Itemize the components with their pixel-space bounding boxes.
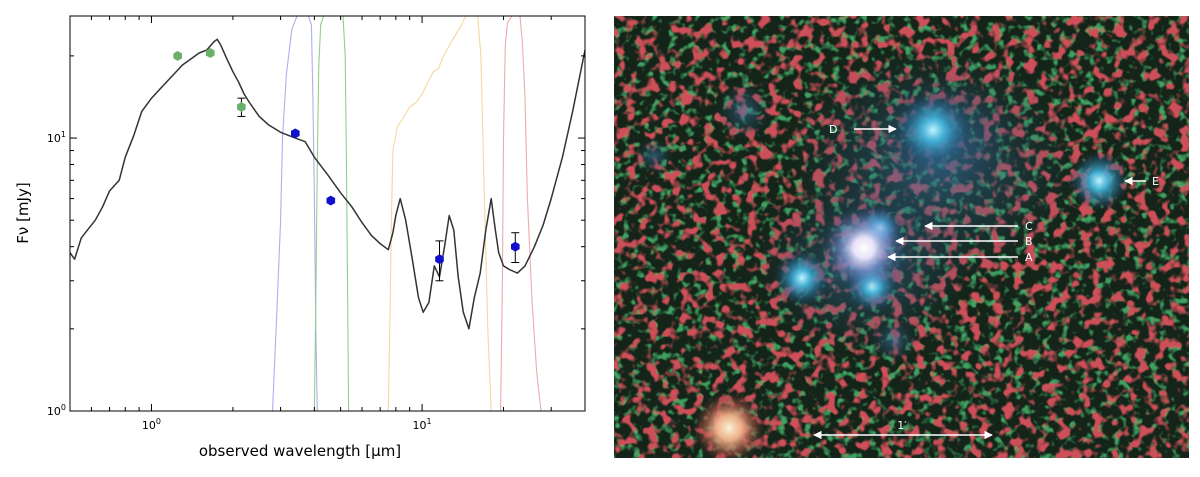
faint-source [716, 81, 772, 141]
label-a: A [1025, 251, 1033, 264]
sky-image: D E C B A 1′ [614, 16, 1189, 464]
filter-curve-w3 [387, 16, 492, 411]
tick-label: 100 [142, 417, 161, 432]
photometry-point [510, 241, 520, 252]
filter-curve-w4 [500, 16, 542, 411]
plot-frame [69, 15, 586, 412]
faint-source [869, 319, 919, 363]
filter-curve-w1 [271, 16, 318, 411]
sed-plot-svg: 100 101 100 101 observed wavelength [μm] Fν… [14, 15, 586, 460]
photometry-point [326, 195, 336, 206]
faint-source [634, 138, 674, 174]
photometry-point [173, 50, 182, 61]
sky-image-panel: D E C B A 1′ [614, 16, 1189, 464]
source-d [895, 92, 971, 168]
tick-label: 101 [413, 417, 432, 432]
y-axis-label: Fν [mJy] [14, 182, 32, 243]
tick-label: 101 [47, 130, 66, 145]
label-a-group: A [887, 251, 1033, 264]
photometry-point [206, 48, 215, 58]
label-d-group: D [829, 123, 897, 136]
model-sed-line [70, 38, 585, 330]
label-b: B [1025, 235, 1033, 248]
source-e [1069, 151, 1129, 211]
scale-bar-label: 1′ [897, 419, 907, 432]
label-e-group: E [1124, 175, 1159, 188]
filter-curve-w2 [313, 16, 350, 411]
photometry-point [237, 102, 246, 112]
source-a-b [822, 206, 906, 290]
label-b-group: B [895, 235, 1033, 248]
label-d: D [829, 123, 837, 136]
scale-bar: 1′ [813, 419, 993, 440]
label-c: C [1025, 220, 1033, 233]
sed-plot: 100 101 100 101 observed wavelength [μm] Fν… [0, 0, 600, 473]
label-c-group: C [924, 220, 1033, 233]
source-blue-left [774, 250, 830, 306]
photometry-point [435, 254, 444, 265]
photometry-point [290, 128, 300, 139]
source-warm-star [693, 392, 765, 464]
label-e: E [1152, 175, 1159, 188]
tick-label: 100 [47, 403, 66, 418]
x-axis-label: observed wavelength [μm] [199, 442, 401, 460]
